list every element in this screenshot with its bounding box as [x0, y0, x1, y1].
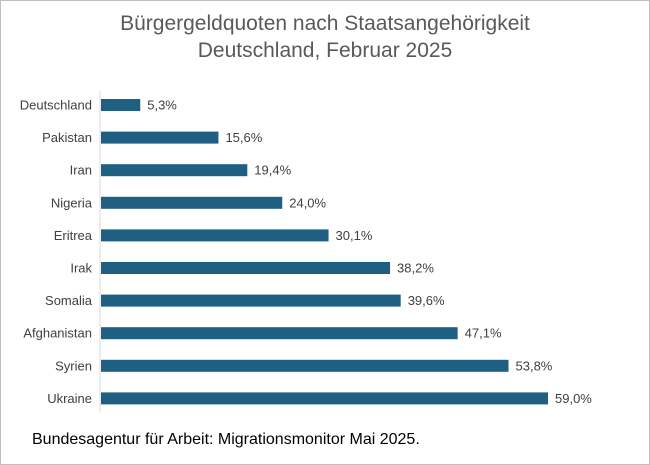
- data-label: 24,0%: [289, 195, 326, 210]
- bar: [101, 359, 509, 372]
- data-label: 59,0%: [555, 391, 592, 406]
- category-label: Nigeria: [51, 195, 93, 210]
- chart-subtitle: Deutschland, Februar 2025: [197, 39, 453, 62]
- category-label: Pakistan: [42, 130, 92, 145]
- bar: [101, 196, 283, 209]
- category-label: Deutschland: [20, 98, 92, 113]
- bar: [101, 99, 141, 111]
- category-label: Iran: [70, 163, 92, 178]
- category-label: Eritrea: [54, 228, 93, 243]
- data-label: 39,6%: [408, 293, 445, 308]
- data-label: 38,2%: [397, 261, 434, 276]
- category-label: Afghanistan: [23, 326, 92, 341]
- chart-title: Bürgergeldquoten nach Staatsangehörigkei…: [120, 12, 530, 35]
- bar: [101, 229, 329, 242]
- data-label: 5,3%: [147, 98, 177, 113]
- data-label: 15,6%: [225, 130, 262, 145]
- category-label: Syrien: [55, 358, 92, 373]
- bar: [101, 131, 219, 144]
- bar: [101, 262, 391, 274]
- category-label: Somalia: [45, 293, 93, 308]
- bar: [101, 392, 548, 405]
- bar: [101, 164, 248, 177]
- data-label: 19,4%: [254, 163, 291, 178]
- data-label: 53,8%: [516, 358, 553, 373]
- category-label: Irak: [70, 261, 92, 276]
- data-label: 30,1%: [336, 228, 373, 243]
- data-label: 47,1%: [465, 326, 502, 341]
- bar: [101, 327, 458, 340]
- chart-title-block: Bürgergeldquoten nach Staatsangehörigkei…: [0, 10, 650, 64]
- category-label: Ukraine: [47, 391, 92, 406]
- source-note: Bundesagentur für Arbeit: Migrationsmoni…: [32, 431, 420, 448]
- bar: [101, 294, 401, 307]
